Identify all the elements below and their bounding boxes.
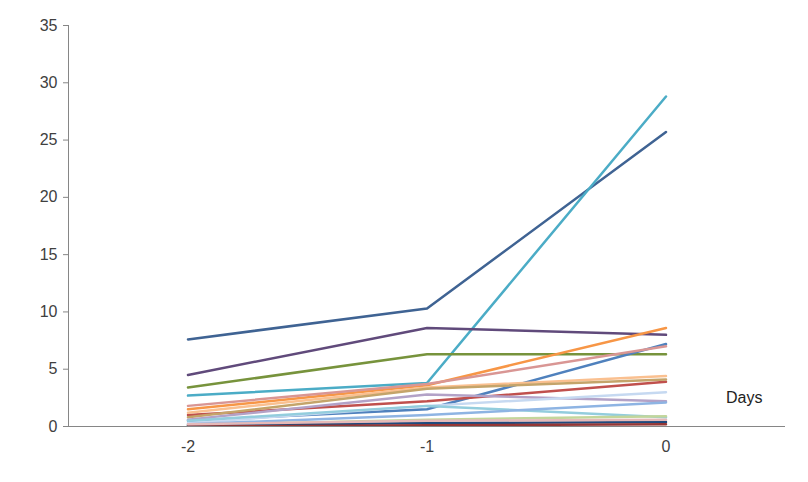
svg-text:35: 35 — [40, 17, 58, 34]
svg-text:10: 10 — [40, 303, 58, 320]
svg-text:-2: -2 — [181, 438, 195, 455]
svg-text:20: 20 — [40, 188, 58, 205]
svg-text:0: 0 — [662, 438, 671, 455]
svg-text:0: 0 — [49, 418, 58, 435]
svg-text:Days: Days — [726, 389, 762, 406]
svg-text:15: 15 — [40, 246, 58, 263]
svg-text:5: 5 — [49, 360, 58, 377]
svg-text:25: 25 — [40, 131, 58, 148]
svg-text:-1: -1 — [420, 438, 434, 455]
svg-text:30: 30 — [40, 74, 58, 91]
